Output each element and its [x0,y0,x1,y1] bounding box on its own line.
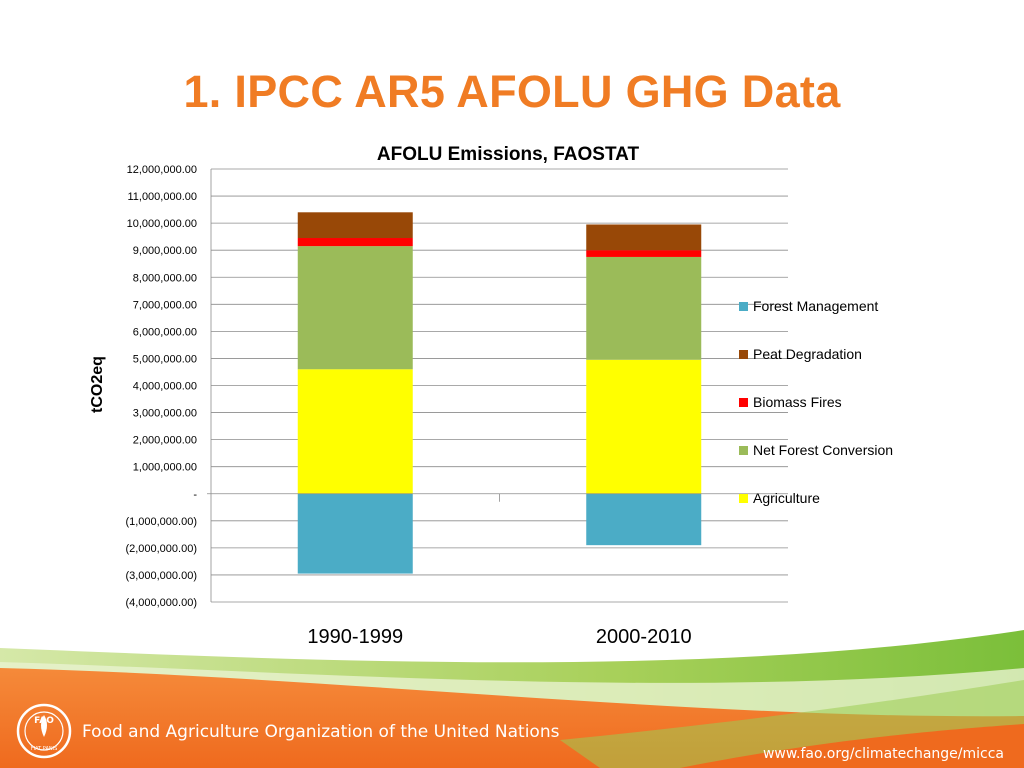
y-tick-label: (1,000,000.00) [125,516,197,528]
legend-item: Net Forest Conversion [739,426,939,474]
legend-item: Peat Degradation [739,330,939,378]
bar-agriculture [297,369,413,494]
bar-forest-management [297,493,413,574]
y-tick-label: 5,000,000.00 [133,353,197,365]
bar-biomass-fires [297,238,413,247]
footer-url-link[interactable]: www.fao.org/climatechange/micca [762,746,1004,762]
y-tick-label: (3,000,000.00) [125,570,197,582]
slide-title: 1. IPCC AR5 AFOLU GHG Data [183,66,841,117]
y-tick-label: 4,000,000.00 [133,381,197,393]
chart-svg: AFOLU Emissions, FAOSTAT 12,000,000.00 11,… [89,144,788,648]
y-tick-label: 2,000,000.00 [133,435,197,447]
y-tick-label: 8,000,000.00 [133,272,197,284]
legend-label: Peat Degradation [753,346,862,362]
chart-legend: Forest Management Peat Degradation Biomass… [739,282,939,522]
y-tick-label: 9,000,000.00 [133,245,197,257]
x-category-label: 2000-2010 [596,626,692,648]
y-tick-label: 7,000,000.00 [133,299,197,311]
bar-peat-degradation [586,224,702,251]
y-tick-label: (2,000,000.00) [125,543,197,555]
legend-label: Agriculture [753,490,820,506]
legend-label: Biomass Fires [753,394,842,410]
chart: AFOLU Emissions, FAOSTAT 12,000,000.00 11,… [0,130,1024,650]
legend-swatch [739,445,748,455]
bar-biomass-fires [586,250,702,257]
bar-net-forest-conversion [586,256,702,360]
y-tick-label: 11,000,000.00 [127,191,197,203]
legend-swatch [739,301,748,311]
legend-swatch [739,493,748,503]
y-tick-label: 1,000,000.00 [133,462,197,474]
y-tick-label: 3,000,000.00 [133,408,197,420]
bar-peat-degradation [297,212,413,239]
y-tick-label: (4,000,000.00) [125,597,197,609]
x-category-label: 1990-1999 [307,626,403,648]
legend-swatch [739,397,748,407]
legend-item: Agriculture [739,474,939,522]
bar-net-forest-conversion [297,246,413,370]
y-tick-label: 12,000,000.00 [127,164,197,176]
fao-logo-icon: FAO FIAT PANIS [16,703,72,759]
footer-swoosh [0,630,1024,768]
legend-label: Forest Management [753,298,879,314]
legend-item: Biomass Fires [739,378,939,426]
y-axis-label: tCO2eq [89,356,106,413]
y-tick-label: 6,000,000.00 [133,326,197,338]
legend-label: Net Forest Conversion [753,442,894,458]
legend-swatch [739,349,748,359]
y-tick-label: - [193,489,197,501]
y-tick-label: 10,000,000.00 [127,218,197,230]
svg-text:FIAT PANIS: FIAT PANIS [31,746,58,752]
footer-banner: FAO FIAT PANIS [0,620,1024,768]
bar-forest-management [586,493,702,546]
bar-agriculture [586,359,702,494]
svg-text:FAO: FAO [34,716,54,726]
chart-title: AFOLU Emissions, FAOSTAT [377,144,640,165]
legend-item: Forest Management [739,282,939,330]
organization-name: Food and Agriculture Organization of the… [82,722,560,742]
